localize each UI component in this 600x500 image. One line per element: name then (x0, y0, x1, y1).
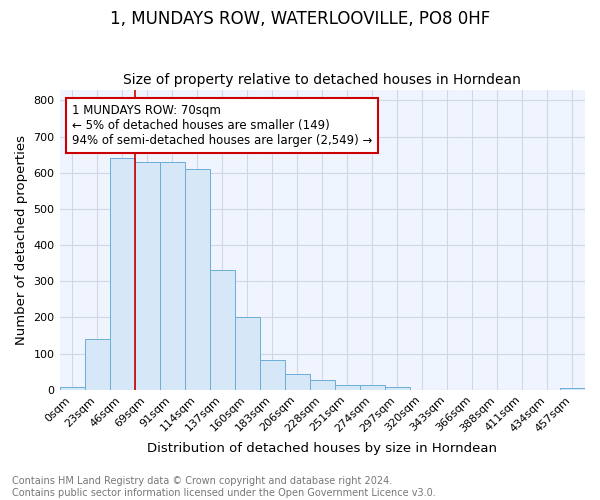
Bar (235, 318, 260, 390)
Bar (360, 386, 385, 390)
X-axis label: Distribution of detached houses by size in Horndean: Distribution of detached houses by size … (147, 442, 497, 455)
Text: 1 MUNDAYS ROW: 70sqm
← 5% of detached houses are smaller (149)
94% of semi-detac: 1 MUNDAYS ROW: 70sqm ← 5% of detached ho… (72, 104, 373, 147)
Y-axis label: Number of detached properties: Number of detached properties (15, 134, 28, 344)
Bar (385, 386, 410, 390)
Bar (59, 388, 85, 390)
Bar (185, 169, 209, 390)
Text: 1, MUNDAYS ROW, WATERLOOVILLE, PO8 0HF: 1, MUNDAYS ROW, WATERLOOVILLE, PO8 0HF (110, 10, 490, 28)
Title: Size of property relative to detached houses in Horndean: Size of property relative to detached ho… (124, 73, 521, 87)
Bar (335, 386, 360, 390)
Bar (160, 162, 185, 390)
Text: Contains HM Land Registry data © Crown copyright and database right 2024.
Contai: Contains HM Land Registry data © Crown c… (12, 476, 436, 498)
Bar (560, 388, 585, 390)
Bar (209, 270, 235, 390)
Bar (260, 360, 285, 390)
Bar (134, 162, 160, 390)
Bar (310, 380, 335, 390)
Bar (85, 339, 110, 390)
Bar (110, 158, 134, 390)
Bar (285, 374, 310, 390)
